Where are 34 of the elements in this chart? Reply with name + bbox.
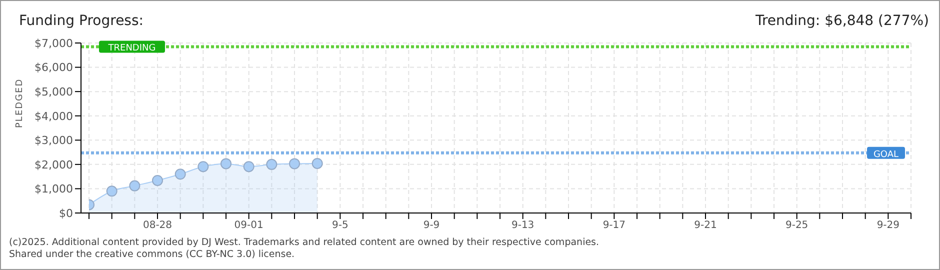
point — [312, 158, 323, 169]
x-tick-label: 9-5 — [332, 220, 348, 232]
point — [106, 186, 118, 197]
y-tick-label: $6,000 — [34, 61, 73, 74]
ref-line-label: GOAL — [873, 150, 899, 160]
y-tick-label: $2,000 — [34, 158, 73, 172]
point — [198, 161, 209, 172]
x-tick-label: 9-9 — [423, 220, 440, 232]
chart-title: Funding Progress: — [19, 13, 144, 29]
x-tick-label: 9-29 — [876, 220, 900, 232]
text: Trending: $6,848 (277%) — [755, 13, 929, 29]
point — [174, 168, 186, 180]
y-tick-label: $0 — [59, 206, 73, 220]
point — [243, 161, 254, 172]
y-axis-title: PLEDGED — [15, 78, 26, 128]
x-tick-label: 08-28 — [142, 220, 172, 232]
y-tick-label: $5,000 — [34, 85, 73, 98]
text: Shared under the creative commons (CC BY-NC 3.0) license. — [9, 249, 295, 260]
point — [220, 158, 232, 170]
point — [152, 174, 163, 186]
text: (c)2025. Additional content provided by DJ West. Trademarks and related content are owned by their respective companies. — [9, 237, 600, 248]
x-tick-label: 09-01 — [234, 220, 264, 232]
y-tick-label: $1,000 — [34, 182, 73, 196]
x-tick-label: 9-13 — [511, 220, 534, 232]
x-tick-label: 9-17 — [602, 220, 626, 232]
ref-line-label: TRENDING — [107, 44, 156, 54]
y-tick-label: $3,000 — [34, 134, 73, 148]
x-tick-label: 9-21 — [694, 220, 717, 232]
point — [266, 158, 278, 170]
y-tick-label: $7,000 — [34, 36, 73, 50]
x-tick-label: 9-25 — [785, 220, 808, 232]
point — [289, 158, 300, 170]
point — [129, 180, 140, 192]
y-tick-label: $4,000 — [34, 110, 73, 123]
